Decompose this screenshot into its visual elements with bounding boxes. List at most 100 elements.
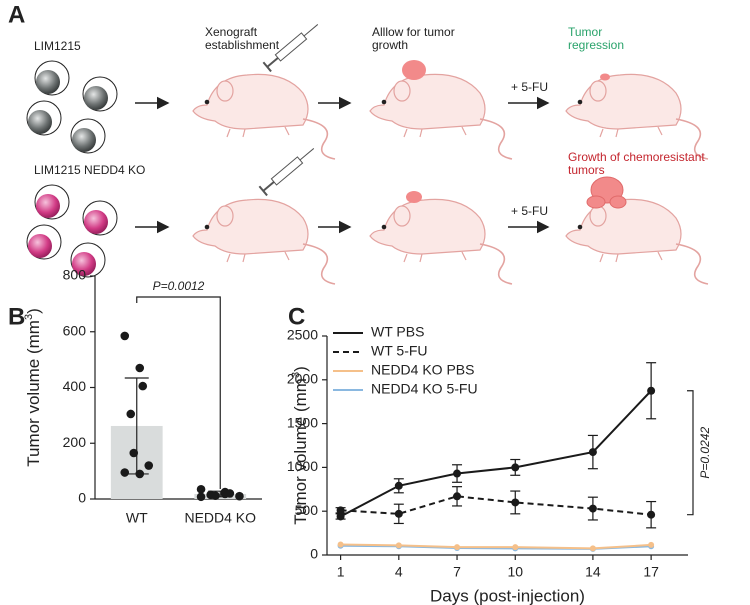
data-point: [196, 492, 206, 502]
y-axis-label-part: 3: [23, 314, 35, 320]
y-tick-label: 500: [295, 502, 319, 518]
data-point: [454, 544, 461, 551]
outcome: regression: [568, 38, 624, 52]
y-tick-label: 0: [310, 546, 318, 562]
y-tick-label: 2500: [287, 327, 318, 343]
data-point: [648, 541, 655, 548]
y-tick-label: 1500: [287, 414, 318, 430]
cells: [26, 60, 118, 154]
tumor: [402, 60, 426, 80]
y-axis-label-part: 3: [290, 372, 302, 378]
y-axis-label: Tumor volume (mm3): [290, 366, 311, 525]
treatment: + 5-FU: [511, 80, 548, 94]
tumor: [600, 73, 610, 81]
legend-label: WT PBS: [371, 324, 424, 340]
x-axis-label: Days (post-injection): [430, 586, 585, 605]
data-point: [211, 491, 220, 500]
data-point: [220, 489, 230, 499]
data-point: [337, 541, 344, 548]
data-point: [511, 463, 520, 472]
significance-bracket: [687, 390, 694, 516]
data-point: [589, 545, 596, 552]
data-point: [144, 461, 154, 470]
x-tick-label: NEDD4 KO: [184, 510, 256, 526]
step-label: establishment: [205, 38, 280, 52]
mouse: [192, 73, 336, 160]
y-tick-label: 200: [63, 434, 87, 450]
y-tick-label: 0: [78, 490, 86, 506]
panel-label: B: [8, 303, 25, 330]
syringe: [258, 142, 319, 197]
panel-label: A: [8, 1, 25, 28]
mouse: [192, 198, 336, 285]
series-line: [340, 495, 652, 516]
series-line: [340, 543, 652, 550]
y-axis-label-part: ): [291, 366, 310, 372]
data-point: [135, 363, 145, 373]
data-point: [394, 481, 403, 490]
data-point: [336, 512, 345, 521]
y-tick-label: 800: [63, 267, 87, 283]
data-point: [647, 510, 656, 519]
data-point: [336, 506, 345, 515]
treatment: + 5-FU: [511, 204, 548, 218]
data-point: [394, 509, 403, 518]
y-tick-label: 600: [63, 322, 87, 338]
data-point: [511, 498, 520, 507]
outcome: Tumor: [568, 25, 602, 39]
data-point: [135, 469, 145, 479]
y-axis-label-part: Tumor volume (mm: [291, 378, 310, 525]
data-point: [120, 331, 130, 341]
x-tick-label: WT: [126, 510, 148, 526]
data-point: [126, 409, 136, 419]
data-point: [395, 542, 402, 549]
x-tick-label: 14: [585, 564, 601, 580]
data-point: [512, 544, 519, 551]
data-point: [196, 484, 206, 494]
annotation: P=0.0242: [698, 427, 712, 479]
tumor: [609, 195, 627, 209]
step-label: Alllow for tumor: [372, 25, 455, 39]
legend-label: WT 5-FU: [371, 343, 428, 359]
x-tick-label: 7: [453, 564, 461, 580]
mouse: [369, 73, 513, 160]
data-point: [120, 468, 130, 477]
legend-label: NEDD4 KO PBS: [371, 362, 474, 378]
legend-label: NEDD4 KO 5-FU: [371, 381, 478, 397]
data-point: [453, 492, 462, 501]
y-tick-label: 2000: [287, 371, 318, 387]
x-tick-label: 10: [507, 564, 523, 580]
y-axis-label: Tumor volume (mm3): [23, 308, 44, 467]
tumor: [586, 195, 606, 209]
step-label: growth: [372, 38, 408, 52]
y-axis-label-part: Tumor volume (mm: [24, 320, 43, 467]
significance-bracket: [136, 296, 221, 489]
y-tick-label: 400: [63, 378, 87, 394]
cells: [26, 184, 118, 278]
data-point: [588, 448, 597, 457]
mouse: [369, 198, 513, 285]
data-point: [138, 381, 148, 391]
step-label: Xenograft: [205, 25, 258, 39]
data-point: [647, 386, 656, 395]
data-point: [453, 469, 462, 478]
y-tick-label: 1000: [287, 458, 318, 474]
mouse: [565, 73, 709, 160]
outcome: Growth of chemoresistant: [568, 150, 705, 164]
data-point: [588, 504, 597, 513]
data-point: [235, 491, 244, 501]
y-axis-label-part: ): [24, 308, 43, 314]
x-tick-label: 4: [395, 564, 403, 580]
x-tick-label: 17: [643, 564, 659, 580]
annotation: P=0.0012: [153, 279, 205, 293]
x-tick-label: 1: [337, 564, 345, 580]
cell-line: LIM1215: [34, 39, 81, 53]
tumor: [406, 191, 422, 203]
data-point: [129, 448, 139, 458]
panel-label: C: [288, 303, 305, 330]
series-line: [340, 390, 652, 518]
outcome: tumors: [568, 163, 605, 177]
cell-line: LIM1215 NEDD4 KO: [34, 163, 145, 177]
mouse: [565, 198, 709, 285]
